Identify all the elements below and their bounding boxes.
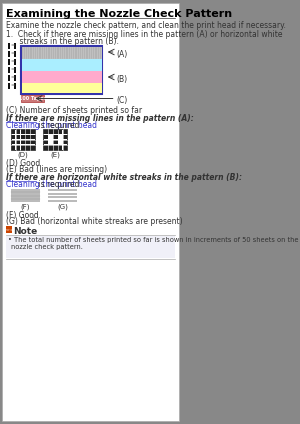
- Bar: [26, 135, 30, 139]
- Bar: [44, 145, 48, 150]
- Bar: [26, 129, 30, 134]
- Text: =: =: [11, 67, 15, 73]
- Bar: [16, 140, 20, 145]
- Bar: [14, 67, 16, 73]
- Bar: [53, 145, 58, 150]
- Bar: [14, 51, 16, 57]
- Bar: [11, 140, 15, 145]
- Bar: [53, 129, 58, 134]
- Bar: [22, 47, 102, 59]
- Bar: [22, 71, 102, 83]
- Bar: [48, 189, 77, 202]
- Text: =: =: [11, 59, 15, 64]
- Text: Examine the nozzle check pattern, and clean the print head if necessary.: Examine the nozzle check pattern, and cl…: [6, 21, 286, 30]
- Bar: [8, 51, 10, 57]
- Text: Examining the Nozzle Check Pattern: Examining the Nozzle Check Pattern: [6, 9, 232, 19]
- Bar: [44, 129, 48, 134]
- Bar: [8, 67, 10, 73]
- Text: Note: Note: [13, 227, 38, 236]
- Bar: [58, 145, 62, 150]
- Text: • The total number of sheets printed so far is shown in increments of 50 sheets : • The total number of sheets printed so …: [8, 237, 300, 243]
- Bar: [44, 135, 48, 139]
- Text: (B): (B): [117, 75, 128, 84]
- Bar: [30, 140, 34, 145]
- Text: streaks in the pattern (B).: streaks in the pattern (B).: [10, 37, 118, 46]
- Text: is required.: is required.: [36, 121, 82, 130]
- Bar: [8, 59, 10, 65]
- Bar: [63, 135, 67, 139]
- Bar: [63, 145, 67, 150]
- Text: If there are missing lines in the pattern (A):: If there are missing lines in the patter…: [6, 114, 194, 123]
- Bar: [63, 140, 67, 145]
- Text: (C) Number of sheets printed so far: (C) Number of sheets printed so far: [6, 106, 142, 115]
- Bar: [16, 129, 20, 134]
- Text: If there are horizontal white streaks in the pattern (B):: If there are horizontal white streaks in…: [6, 173, 242, 182]
- Bar: [11, 189, 40, 202]
- Text: (G): (G): [57, 203, 68, 209]
- Text: Cleaning the print head: Cleaning the print head: [6, 121, 97, 130]
- Bar: [8, 83, 10, 89]
- Bar: [21, 135, 25, 139]
- Text: 1.  Check if there are missing lines in the pattern (A) or horizontal white: 1. Check if there are missing lines in t…: [6, 30, 283, 39]
- Text: =: =: [11, 84, 15, 89]
- Bar: [48, 192, 77, 193]
- Bar: [8, 75, 10, 81]
- Bar: [22, 83, 102, 93]
- Bar: [26, 140, 30, 145]
- Bar: [48, 195, 77, 196]
- Bar: [58, 129, 62, 134]
- Text: (A): (A): [117, 50, 128, 59]
- Text: (D) Good: (D) Good: [6, 159, 40, 168]
- Bar: [6, 226, 12, 233]
- Bar: [11, 145, 15, 150]
- Bar: [63, 129, 67, 134]
- Bar: [11, 135, 15, 139]
- Bar: [48, 198, 77, 200]
- Bar: [14, 83, 16, 89]
- Bar: [30, 129, 34, 134]
- Bar: [48, 129, 53, 134]
- Text: 100 Tapes: 100 Tapes: [19, 96, 46, 101]
- Bar: [21, 129, 25, 134]
- Bar: [8, 43, 10, 49]
- Text: =: =: [11, 75, 15, 81]
- Text: (G) Bad (horizontal white streaks are present): (G) Bad (horizontal white streaks are pr…: [6, 217, 183, 226]
- Bar: [26, 145, 30, 150]
- Text: =: =: [11, 44, 15, 48]
- Bar: [53, 140, 58, 145]
- Text: nozzle check pattern.: nozzle check pattern.: [11, 244, 83, 250]
- Bar: [11, 129, 15, 134]
- Bar: [48, 145, 53, 150]
- Bar: [6, 236, 175, 258]
- Bar: [21, 46, 102, 94]
- Bar: [30, 145, 34, 150]
- Bar: [22, 59, 102, 71]
- Bar: [44, 140, 48, 145]
- Text: (F) Good: (F) Good: [6, 211, 39, 220]
- Bar: [16, 135, 20, 139]
- Bar: [14, 43, 16, 49]
- Bar: [44, 129, 68, 150]
- Bar: [11, 129, 35, 150]
- Text: =: =: [11, 51, 15, 56]
- Bar: [14, 75, 16, 81]
- Text: (F): (F): [20, 203, 30, 209]
- Bar: [14, 59, 16, 65]
- Text: Cleaning the print head: Cleaning the print head: [6, 180, 97, 189]
- Bar: [16, 145, 20, 150]
- Text: >>>: >>>: [4, 228, 14, 232]
- Text: is required.: is required.: [36, 180, 82, 189]
- Text: (E): (E): [50, 151, 60, 157]
- Bar: [30, 135, 34, 139]
- Bar: [21, 95, 44, 102]
- Bar: [53, 135, 58, 139]
- Bar: [21, 145, 25, 150]
- Text: (D): (D): [17, 151, 28, 157]
- Text: (E) Bad (lines are missing): (E) Bad (lines are missing): [6, 165, 107, 174]
- Text: (C): (C): [117, 96, 128, 105]
- Bar: [21, 140, 25, 145]
